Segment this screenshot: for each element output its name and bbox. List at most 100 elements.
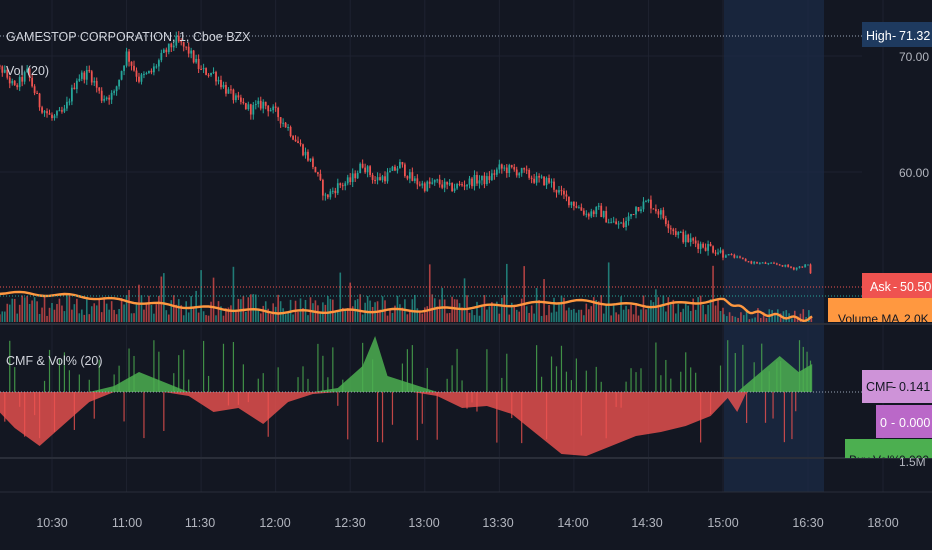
candle-body [560, 190, 563, 192]
candle-body [650, 199, 652, 209]
candle-body [192, 50, 195, 63]
candle-body [143, 74, 145, 76]
candle-body [563, 190, 565, 195]
candle-body [717, 252, 719, 254]
candle-body [170, 43, 173, 48]
candle-body [336, 183, 339, 194]
candle-body [451, 183, 454, 192]
candle-body [317, 172, 319, 174]
volume-bar [779, 313, 782, 322]
volume-bar [3, 311, 6, 322]
volume-bar [110, 301, 113, 322]
candle-body [403, 164, 406, 177]
candle-body [217, 79, 220, 82]
cmf-vol-bar [496, 392, 498, 443]
candle-body [41, 107, 43, 113]
candle-body [642, 201, 645, 210]
cmf-vol-bar [173, 373, 175, 392]
volume-bar [63, 311, 66, 322]
candle-body [230, 89, 232, 91]
volume-bar [153, 313, 155, 322]
candle-body [381, 176, 384, 181]
volume-bar [573, 308, 575, 322]
candle-body [160, 52, 163, 61]
volume-bar [423, 307, 426, 322]
cmf-vol-bar [406, 349, 408, 392]
candle-body [150, 70, 153, 73]
volume-bar [389, 309, 391, 322]
volume-bar [677, 304, 680, 322]
candle-body [657, 211, 660, 215]
volume-bar [175, 304, 178, 322]
volume-bar [694, 309, 697, 322]
volume-bar [515, 309, 518, 322]
volume-bar [498, 313, 501, 322]
volume-bar [602, 313, 605, 322]
cmf-vol-bar [337, 392, 339, 406]
candle-body [202, 68, 205, 70]
candle-body [719, 250, 722, 253]
volume-bar [615, 312, 617, 322]
candle-body [138, 76, 140, 82]
candle-body [294, 139, 297, 142]
candle-body [781, 265, 784, 267]
volume-bar [665, 311, 667, 322]
ask-badge-value: 50.50 [900, 280, 931, 294]
candle-body [254, 103, 257, 106]
time-label: 12:00 [259, 516, 290, 530]
candle-body [704, 247, 707, 251]
candle-body [505, 167, 508, 174]
cmf-badge: CMF - 0.141 [862, 370, 932, 403]
cmf-vol-bar [695, 372, 697, 392]
volume-bar [458, 303, 461, 322]
volume-bar [68, 295, 71, 322]
candle-body [476, 175, 478, 184]
candle-body [523, 168, 526, 170]
volume-bar [185, 301, 187, 322]
cmf-badge-label: CMF [866, 380, 893, 394]
volume-bar [493, 305, 496, 322]
candle-body [421, 183, 424, 186]
cmf-badge-separator: - [892, 380, 896, 394]
volume-bar [657, 297, 660, 322]
volume-bar [205, 315, 207, 322]
candle-body [16, 85, 19, 88]
volume-bar [468, 312, 471, 322]
volume-bar [548, 304, 550, 322]
time-label: 11:00 [112, 516, 142, 530]
volume-bar [520, 298, 523, 322]
candle-body [471, 178, 473, 187]
volume-bar [762, 312, 765, 322]
candle-body [267, 105, 270, 112]
candle-body [13, 80, 16, 86]
candle-body [1, 66, 4, 73]
volume-bar [269, 313, 272, 322]
volume-bar [366, 296, 369, 322]
candle-body [730, 254, 733, 256]
volume-bar [697, 297, 699, 322]
candle-body [466, 184, 468, 187]
volume-bar [799, 313, 802, 322]
volume-bar [550, 312, 553, 322]
volume-bar [230, 305, 232, 322]
volume-bar [6, 303, 9, 322]
candle-body [21, 77, 24, 82]
candle-body [225, 84, 227, 94]
volume-bar [416, 308, 419, 322]
volume-bar [297, 311, 299, 322]
volume-bar [438, 299, 441, 322]
candle-body [682, 231, 685, 243]
volume-bar [640, 309, 642, 322]
volume-bar [168, 314, 170, 322]
time-label: 15:00 [707, 516, 738, 530]
volume-bar [309, 297, 312, 322]
candle-body [640, 209, 642, 212]
candle-body [510, 165, 513, 168]
candle-body [689, 238, 692, 243]
volume-bar [491, 302, 493, 322]
symbol-title: GAMESTOP CORPORATION, 1, Cboe BZX [6, 30, 251, 44]
cmf-vol-bar [257, 378, 259, 392]
volume-bar [754, 317, 756, 322]
volume-bar [341, 307, 344, 322]
